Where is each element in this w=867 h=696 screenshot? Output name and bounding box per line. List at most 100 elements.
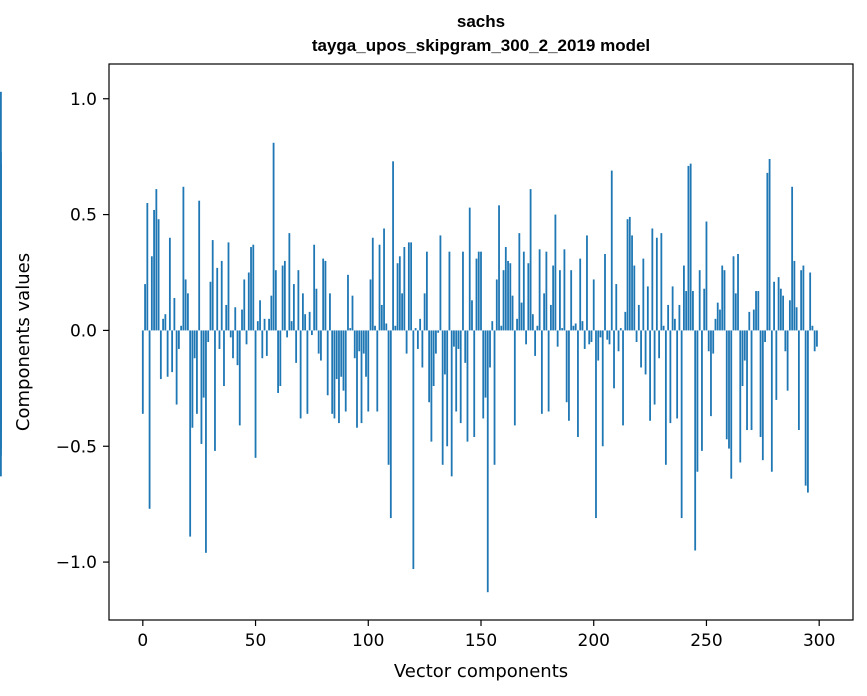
bar-222: [642, 258, 645, 331]
bar-214: [624, 311, 627, 331]
bar-79: [320, 330, 322, 361]
bar-130: [435, 330, 437, 354]
bar-243: [689, 163, 692, 331]
bar-116: [403, 247, 406, 331]
bar-138: [453, 330, 455, 347]
bar-285: [784, 330, 787, 352]
bar-13: [171, 330, 174, 373]
bar-undefined: [0, 274, 2, 331]
bar-233: [667, 304, 670, 331]
y-axis-ticks: −1.0 −0.5 0.0 0.5 1.0: [56, 90, 109, 573]
bar-67: [292, 284, 295, 331]
bar-126: [425, 251, 428, 331]
bar-241: [685, 291, 688, 331]
bar-3: [148, 330, 151, 509]
bar-258: [723, 270, 726, 331]
bar-undefined: [0, 330, 2, 366]
bar-132: [439, 235, 442, 331]
bar-123: [419, 318, 422, 331]
bar-52: [259, 300, 261, 331]
bar-197: [586, 235, 588, 331]
bar-163: [509, 263, 512, 331]
bar-256: [719, 309, 721, 331]
bar-206: [606, 330, 609, 340]
bar-170: [525, 330, 527, 345]
bar-186: [561, 328, 564, 331]
bar-59: [274, 270, 277, 331]
bar-282: [777, 277, 780, 331]
bar-78: [317, 330, 320, 354]
bar-28: [205, 330, 207, 553]
bar-137: [450, 330, 453, 477]
bar-276: [764, 330, 766, 342]
bar-66: [290, 321, 293, 331]
bar-127: [428, 330, 431, 403]
bar-165: [513, 330, 516, 426]
bar-175: [536, 325, 539, 331]
bar-77: [315, 288, 318, 331]
bar-107: [383, 228, 385, 331]
bar-95: [356, 330, 358, 428]
y-axis-label: Components values: [13, 253, 34, 431]
bar-133: [441, 330, 444, 465]
bar-49: [252, 244, 255, 331]
bar-238: [678, 304, 681, 331]
bar-75: [311, 330, 313, 336]
bar-87: [338, 330, 340, 424]
bar-202: [597, 330, 600, 361]
bar-96: [358, 330, 361, 352]
bar-292: [800, 270, 803, 331]
bars-group: [0, 91, 818, 593]
bar-34: [218, 330, 221, 349]
bar-20: [187, 293, 189, 331]
bar-50: [254, 330, 257, 458]
bar-255: [716, 302, 719, 331]
bar-209: [613, 330, 615, 389]
bar-140: [457, 330, 460, 349]
bar-213: [622, 330, 624, 426]
bar-62: [281, 265, 284, 331]
y-tick-label: 0.0: [70, 321, 97, 341]
bar-172: [529, 189, 532, 331]
bar-252: [710, 330, 712, 417]
bar-242: [687, 165, 690, 331]
bar-269: [748, 311, 751, 331]
bar-11: [166, 330, 169, 377]
bar-139: [455, 330, 458, 412]
bar-298: [813, 330, 816, 352]
bar-251: [707, 330, 710, 352]
bar-274: [759, 330, 762, 437]
bar-270: [750, 330, 753, 431]
chart-title: sachs: [457, 12, 505, 31]
y-tick-label: −1.0: [56, 553, 97, 573]
bar-221: [640, 330, 642, 368]
bar-212: [619, 328, 622, 331]
bar-148: [475, 258, 478, 331]
bar-21: [189, 330, 192, 537]
bar-146: [471, 300, 473, 331]
bar-201: [595, 330, 597, 519]
bar-undefined: [0, 330, 2, 477]
bar-152: [484, 330, 487, 398]
bar-166: [516, 318, 518, 331]
bar-54: [263, 318, 266, 331]
bar-296: [809, 272, 812, 331]
bar-173: [531, 314, 534, 331]
bar-299: [816, 330, 818, 347]
bar-10: [164, 314, 167, 331]
bar-94: [353, 330, 356, 359]
bar-176: [538, 249, 541, 331]
bar-26: [200, 330, 203, 444]
bar-84: [331, 330, 334, 414]
bar-90: [344, 330, 347, 412]
bar-271: [752, 309, 755, 331]
bar-229: [658, 330, 661, 359]
bar-217: [631, 235, 633, 331]
bar-125: [423, 293, 426, 331]
bar-111: [392, 161, 394, 331]
bar-185: [559, 270, 561, 331]
bar-131: [437, 330, 440, 333]
bar-231: [662, 325, 665, 331]
bar-169: [522, 251, 525, 331]
bar-235: [671, 286, 674, 331]
